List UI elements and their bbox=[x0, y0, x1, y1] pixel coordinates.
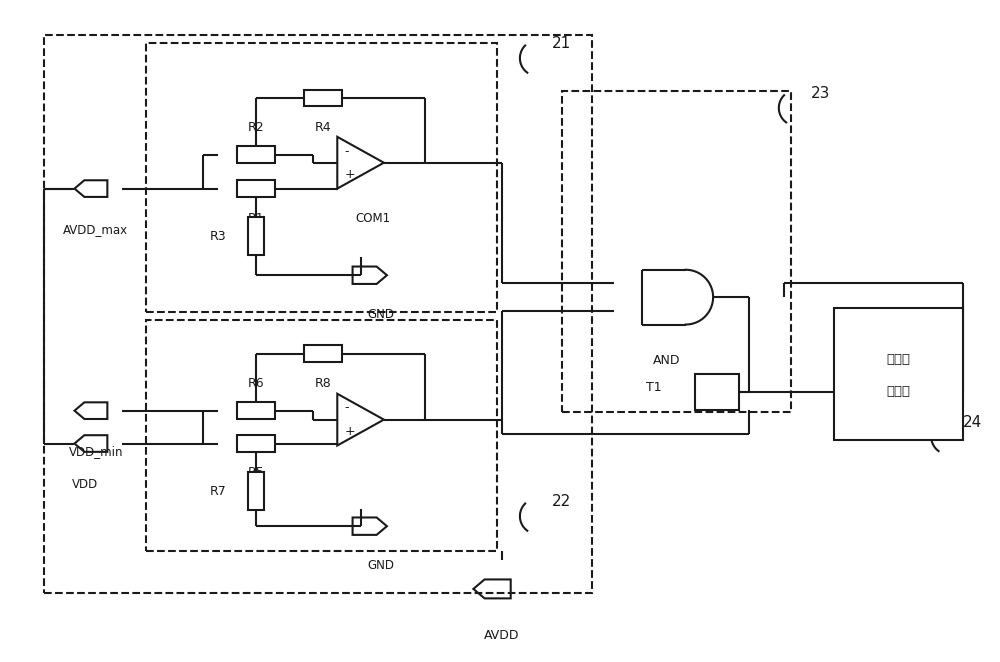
Text: 24: 24 bbox=[963, 414, 982, 430]
Text: AVDD: AVDD bbox=[484, 629, 520, 641]
Text: 源极驱: 源极驱 bbox=[886, 354, 910, 366]
Text: +: + bbox=[344, 425, 355, 438]
Bar bbox=[304, 346, 342, 362]
Text: 动模块: 动模块 bbox=[886, 385, 910, 399]
Text: R2: R2 bbox=[248, 121, 264, 134]
Text: 22: 22 bbox=[552, 495, 571, 509]
Text: VDD_min: VDD_min bbox=[68, 446, 123, 459]
Bar bbox=[237, 180, 275, 197]
Bar bbox=[248, 473, 264, 510]
Text: R7: R7 bbox=[209, 485, 226, 498]
Bar bbox=[237, 435, 275, 452]
Bar bbox=[146, 320, 497, 551]
Text: COM1: COM1 bbox=[355, 213, 390, 226]
Bar bbox=[146, 43, 497, 312]
Text: GND: GND bbox=[367, 559, 394, 572]
Text: R6: R6 bbox=[248, 377, 264, 390]
Text: AVDD_max: AVDD_max bbox=[63, 224, 128, 236]
Text: AND: AND bbox=[653, 354, 680, 367]
Bar bbox=[44, 35, 592, 593]
Bar bbox=[237, 402, 275, 419]
Text: 23: 23 bbox=[811, 86, 830, 101]
Bar bbox=[695, 374, 739, 410]
Bar bbox=[834, 308, 963, 440]
Text: R3: R3 bbox=[210, 230, 226, 243]
Bar bbox=[248, 218, 264, 256]
Text: VDD: VDD bbox=[72, 479, 98, 491]
Text: R5: R5 bbox=[248, 467, 264, 479]
Bar bbox=[237, 146, 275, 164]
Bar bbox=[304, 89, 342, 107]
Text: +: + bbox=[344, 168, 355, 181]
Text: R4: R4 bbox=[314, 121, 331, 134]
Text: -: - bbox=[344, 144, 349, 158]
Bar bbox=[562, 91, 791, 412]
Text: -: - bbox=[344, 401, 349, 414]
Text: 21: 21 bbox=[552, 36, 571, 51]
Text: R8: R8 bbox=[314, 377, 331, 390]
Text: T1: T1 bbox=[646, 381, 661, 395]
Text: GND: GND bbox=[367, 308, 394, 321]
Text: R1: R1 bbox=[248, 211, 264, 224]
